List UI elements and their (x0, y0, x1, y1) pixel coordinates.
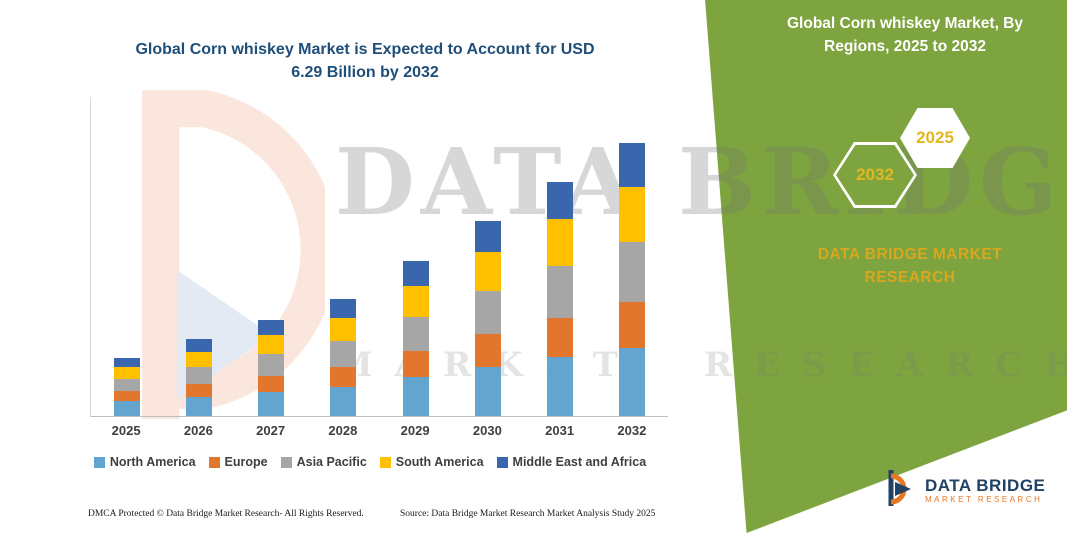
dmca-footer-text: DMCA Protected © Data Bridge Market Rese… (88, 509, 364, 519)
bar-segment-2026-middle-east-and-africa (186, 339, 213, 352)
bar-2029 (380, 97, 452, 416)
bar-segment-2027-europe (258, 375, 285, 393)
chart-title-line1: Global Corn whiskey Market is Expected t… (135, 41, 595, 58)
company-logo-name: DATA BRIDGE (925, 475, 1046, 495)
brand-text-line1: DATA BRIDGE MARKET (817, 246, 1003, 263)
legend-label: South America (395, 455, 484, 469)
source-footer-text: Source: Data Bridge Market Research Mark… (400, 509, 656, 519)
bar-2025 (91, 97, 163, 416)
bar-2030 (452, 97, 524, 416)
bar-segment-2029-south-america (402, 285, 429, 317)
bar-segment-2026-south-america (186, 351, 213, 368)
hexagon-badge-2032: 2032 (833, 142, 917, 208)
x-axis-label-2025: 2025 (111, 423, 141, 438)
company-logo-text: DATA BRIDGE MARKET RESEARCH (925, 475, 1046, 505)
legend-swatch (379, 456, 391, 468)
legend-item-asia-pacific: Asia Pacific (280, 455, 367, 469)
bar-segment-2029-middle-east-and-africa (402, 261, 429, 286)
chart-title-line2: 6.29 Billion by 2032 (291, 64, 439, 82)
bar-segment-2030-middle-east-and-africa (474, 221, 501, 253)
bar-segment-2025-asia-pacific (114, 378, 141, 392)
bar-segment-2030-asia-pacific (474, 291, 501, 335)
bar-segment-2031-middle-east-and-africa (546, 182, 573, 220)
bar-2026 (163, 97, 235, 416)
bar-segment-2031-asia-pacific (546, 265, 573, 318)
legend: North America Europe Asia Pacific South Ame… (55, 455, 685, 469)
bar-segment-2031-north-america (546, 357, 573, 416)
bar-segment-2032-north-america (618, 347, 645, 416)
hexagon-2032-inner: 2032 (836, 145, 914, 205)
bar-segment-2028-north-america (330, 386, 357, 416)
bar-segment-2027-middle-east-and-africa (258, 320, 285, 336)
legend-swatch (93, 456, 105, 468)
bar-segment-2027-north-america (258, 392, 285, 416)
watermark-text-line2: MARKET RESEARCH (335, 345, 1067, 385)
legend-item-north-america: North America (93, 455, 196, 469)
bar-segment-2028-south-america (330, 317, 357, 341)
bar-segment-2032-europe (618, 301, 645, 348)
bar-segment-2025-south-america (114, 366, 141, 379)
hexagon-2025-label: 2025 (916, 128, 954, 147)
x-axis-label-2032: 2032 (617, 423, 647, 438)
bar-segment-2029-north-america (402, 377, 429, 416)
bar-segment-2030-europe (474, 334, 501, 368)
x-axis-label-2028: 2028 (328, 423, 358, 438)
x-axis-label-2031: 2031 (545, 423, 575, 438)
legend-label: Middle East and Africa (512, 455, 647, 469)
hexagon-2025-inner: 2025 (903, 111, 967, 165)
legend-label: Europe (224, 455, 268, 469)
x-axis-label-2026: 2026 (183, 423, 213, 438)
x-axis-label-2030: 2030 (472, 423, 502, 438)
bar-segment-2032-south-america (618, 186, 645, 242)
legend-swatch (280, 456, 292, 468)
brand-text: DATA BRIDGE MARKET RESEARCH (770, 243, 1050, 290)
brand-text-line2: RESEARCH (864, 269, 956, 287)
chart-title: Global Corn whiskey Market is Expected t… (105, 38, 625, 84)
legend-item-europe: Europe (208, 455, 268, 469)
bar-2032 (596, 97, 668, 416)
panel-title-line2: Regions, 2025 to 2032 (824, 38, 986, 56)
company-logo-icon (884, 468, 918, 513)
bar-segment-2026-asia-pacific (186, 367, 213, 384)
bar-segment-2027-south-america (258, 335, 285, 355)
hexagon-2032-label: 2032 (856, 165, 894, 184)
bar-segment-2031-europe (546, 317, 573, 358)
bar-2028 (307, 97, 379, 416)
bar-segment-2029-europe (402, 350, 429, 378)
bar-segment-2028-middle-east-and-africa (330, 298, 357, 318)
bar-segment-2028-europe (330, 366, 357, 387)
bar-segment-2027-asia-pacific (258, 354, 285, 376)
bar-segment-2025-europe (114, 391, 141, 402)
bar-segment-2025-middle-east-and-africa (114, 357, 141, 367)
x-axis-label-2029: 2029 (400, 423, 430, 438)
legend-item-middle-east-and-africa: Middle East and Africa (496, 455, 647, 469)
legend-label: North America (109, 455, 196, 469)
company-logo-sub: MARKET RESEARCH (925, 495, 1043, 505)
bar-segment-2026-north-america (186, 396, 213, 416)
bar-2027 (235, 97, 307, 416)
bar-segment-2030-north-america (474, 367, 501, 416)
hexagon-badge-2025: 2025 (900, 108, 970, 168)
panel-title: Global Corn whiskey Market, By Regions, … (755, 12, 1055, 59)
bar-segment-2026-europe (186, 383, 213, 397)
legend-swatch (208, 456, 220, 468)
plot-area (90, 97, 668, 417)
bar-segment-2029-asia-pacific (402, 316, 429, 351)
legend-swatch (496, 456, 508, 468)
bar-segment-2030-south-america (474, 252, 501, 292)
bar-segment-2031-south-america (546, 219, 573, 266)
company-logo: DATA BRIDGE MARKET RESEARCH (884, 468, 1045, 513)
panel-title-line1: Global Corn whiskey Market, By (786, 15, 1023, 32)
bar-segment-2032-asia-pacific (618, 241, 645, 302)
x-axis-label-2027: 2027 (256, 423, 286, 438)
x-axis-labels-row: 2025 2026 2027 2028 2029 2030 2031 2032 (90, 423, 668, 438)
legend-label: Asia Pacific (296, 455, 367, 469)
bar-segment-2032-middle-east-and-africa (618, 143, 645, 187)
bar-2031 (524, 97, 596, 416)
legend-item-south-america: South America (379, 455, 484, 469)
bar-segment-2025-north-america (114, 401, 141, 416)
bar-segment-2028-asia-pacific (330, 340, 357, 367)
